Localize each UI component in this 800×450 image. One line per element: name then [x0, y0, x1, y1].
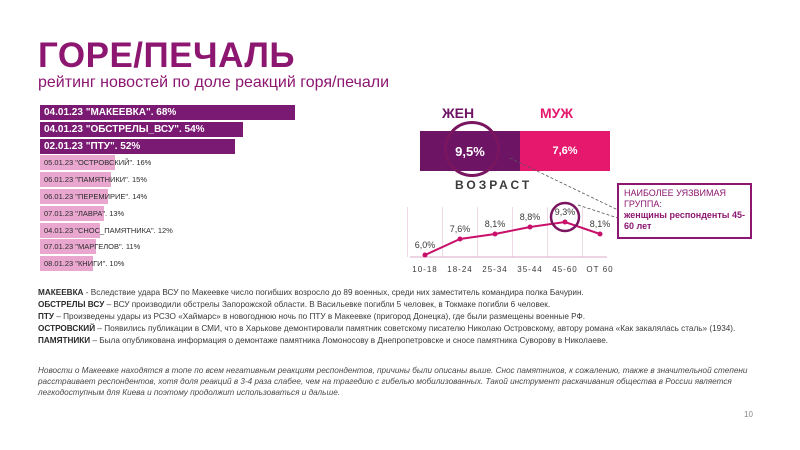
- news-bar: 05.01.23 "ОСТРОВСКИЙ". 16%: [40, 155, 151, 171]
- note-text: – Была опубликована информация о демонта…: [90, 336, 609, 345]
- gender-value-male: 7,6%: [552, 145, 578, 157]
- page-number: 10: [744, 410, 753, 419]
- age-value-label: 8,8%: [520, 212, 541, 222]
- age-series-line: [424, 220, 601, 256]
- age-tick-label: 10-18: [412, 265, 437, 274]
- note-term: МАКЕЕВКА: [38, 288, 84, 297]
- age-tick-label: ОТ 60: [586, 265, 613, 274]
- note-text: – ВСУ производили обстрелы Запорожской о…: [104, 300, 551, 309]
- gender-label-male: МУЖ: [540, 105, 574, 121]
- news-explanations: МАКЕЕВКА - Вследствие удара ВСУ по Макее…: [38, 287, 758, 347]
- note-item: ПАМЯТНИКИ – Была опубликована информация…: [38, 335, 758, 347]
- age-point: [597, 231, 603, 237]
- news-bar-label: 04.01.23 "ОБСТРЕЛЫ_ВСУ". 54%: [44, 123, 205, 135]
- age-tick-label: 25-34: [482, 265, 507, 274]
- callout-group: женщины респонденты 45-60 лет: [624, 210, 745, 231]
- age-point: [457, 236, 463, 242]
- page-title: ГОРЕ/ПЕЧАЛЬ: [38, 36, 296, 75]
- vulnerable-group-callout: НАИБОЛЕЕ УЯЗВИМАЯ ГРУППА: женщины респон…: [617, 183, 752, 239]
- news-bar: 04.01.23 "ОБСТРЕЛЫ_ВСУ". 54%: [40, 121, 243, 137]
- age-value-label: 6,0%: [415, 240, 436, 250]
- news-bar-label: 06.01.23 "ПАМЯТНИКИ". 15%: [44, 175, 147, 185]
- news-bar-label: 06.01.23 "ПЕРЕМИРИЕ". 14%: [44, 192, 148, 201]
- callout-heading: НАИБОЛЕЕ УЯЗВИМАЯ ГРУППА:: [624, 188, 727, 209]
- note-text: - Вследствие удара ВСУ по Макеевке число…: [83, 288, 584, 297]
- news-bar: 07.01.23 "МАРГЕЛОВ". 11%: [40, 239, 140, 255]
- summary-text: Новости о Макеевке находятся в топе по в…: [38, 366, 748, 397]
- note-term: ОБСТРЕЛЫ ВСУ: [38, 300, 105, 309]
- note-item: ОБСТРЕЛЫ ВСУ – ВСУ производили обстрелы …: [38, 299, 758, 311]
- note-item: МАКЕЕВКА - Вследствие удара ВСУ по Макее…: [38, 287, 758, 299]
- page-subtitle: рейтинг новостей по доле реакций горя/пе…: [38, 74, 389, 91]
- age-tick-label: 45-60: [552, 265, 577, 274]
- note-term: ПАМЯТНИКИ: [38, 336, 91, 345]
- age-value-label: 9,3%: [555, 207, 576, 217]
- highlight-circle-female: [444, 121, 500, 177]
- news-bar: 06.01.23 "ПАМЯТНИКИ". 15%: [40, 172, 147, 188]
- age-point: [492, 231, 498, 237]
- news-bar: 08.01.23 "КНИГИ". 10%: [40, 256, 124, 272]
- age-value-label: 7,6%: [450, 224, 471, 234]
- news-bar-label: 02.01.23 "ПТУ". 52%: [44, 140, 141, 152]
- note-text: – Произведены удары из РСЗО «Хаймарс» в …: [53, 312, 586, 321]
- age-point: [562, 219, 568, 225]
- age-point: [527, 224, 533, 230]
- note-text: – Появились публикации в СМИ, что в Харь…: [95, 324, 736, 333]
- note-item: ОСТРОВСКИЙ – Появились публикации в СМИ,…: [38, 323, 758, 335]
- news-bar: 04.01.23 "СНОС_ПАМЯТНИКА". 12%: [40, 222, 173, 238]
- age-tick-label: 35-44: [517, 265, 542, 274]
- news-bar-label: 07.01.23 "ЛАВРА". 13%: [44, 208, 125, 218]
- age-value-label: 8,1%: [485, 219, 506, 229]
- news-ranking-bar-chart: 04.01.23 "МАКЕЕВКА". 68% 04.01.23 "ОБСТРЕ…: [40, 105, 370, 275]
- news-bar: 04.01.23 "МАКЕЕВКА". 68%: [40, 105, 295, 120]
- news-bar: 06.01.23 "ПЕРЕМИРИЕ". 14%: [40, 189, 147, 204]
- news-bar-label: 08.01.23 "КНИГИ". 10%: [44, 259, 125, 269]
- gender-comparison-chart: ЖЕН МУЖ 9,5% 7,6%: [420, 105, 610, 177]
- news-bar: 07.01.23 "ЛАВРА". 13%: [40, 205, 124, 221]
- news-bar-label: 05.01.23 "ОСТРОВСКИЙ". 16%: [44, 158, 152, 168]
- gender-label-female: ЖЕН: [442, 105, 475, 121]
- note-term: ОСТРОВСКИЙ: [38, 324, 96, 333]
- note-item: ПТУ – Произведены удары из РСЗО «Хаймарс…: [38, 311, 758, 323]
- note-term: ПТУ: [38, 312, 54, 321]
- age-tick-label: 18-24: [447, 265, 472, 274]
- news-bar-label: 04.01.23 "СНОС_ПАМЯТНИКА". 12%: [44, 225, 173, 235]
- news-bar: 02.01.23 "ПТУ". 52%: [40, 138, 235, 154]
- age-value-label: 8,1%: [590, 219, 611, 229]
- gender-bar-male: 7,6%: [520, 131, 610, 171]
- age-line-chart: 6,0% 10-18 7,6% 18-24 8,1% 25-34 8,8% 35-44 9,3%…: [407, 201, 613, 274]
- news-bar-label: 07.01.23 "МАРГЕЛОВ". 11%: [44, 242, 141, 252]
- age-point: [422, 252, 428, 258]
- news-bar-label: 04.01.23 "МАКЕЕВКА". 68%: [44, 107, 177, 118]
